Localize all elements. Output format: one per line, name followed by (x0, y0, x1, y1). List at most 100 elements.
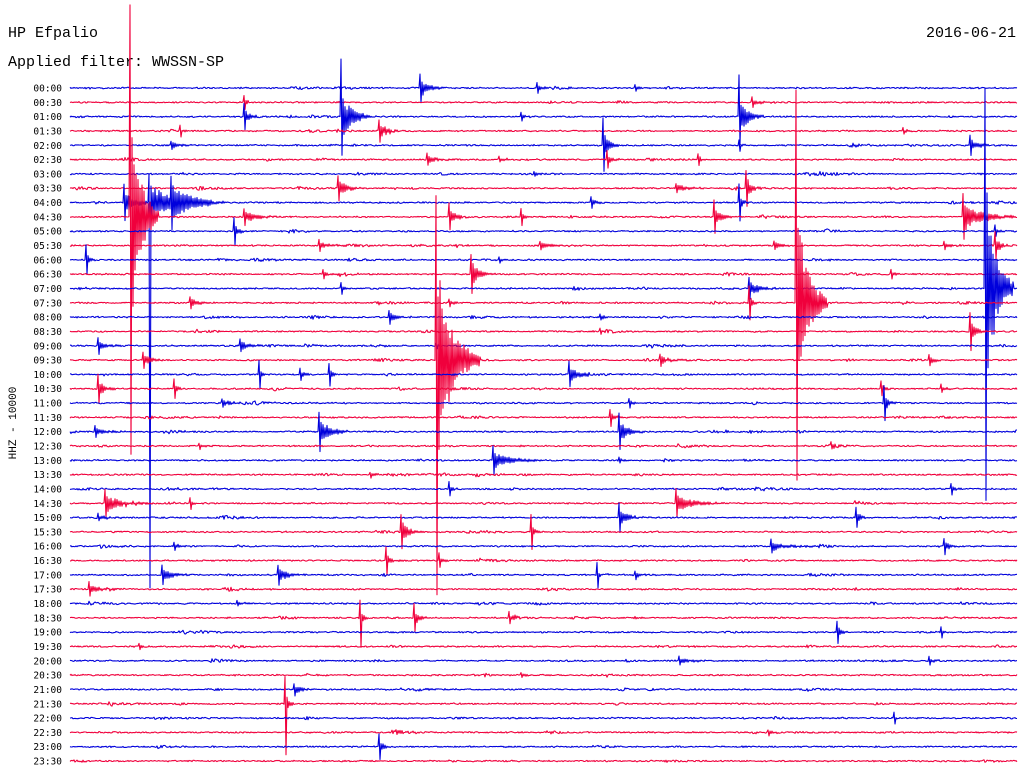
row-label-10-00: 10:00 (33, 370, 62, 381)
row-label-04-00: 04:00 (33, 198, 62, 209)
trace-10-00 (69, 360, 1018, 390)
trace-17-30 (69, 581, 1018, 597)
row-label-16-00: 16:00 (33, 542, 62, 553)
row-label-21-30: 21:30 (33, 699, 62, 710)
trace-04-30 (70, 4, 1018, 455)
row-label-14-30: 14:30 (33, 499, 62, 510)
trace-12-30 (69, 441, 1018, 451)
row-label-00-30: 00:30 (33, 98, 62, 109)
trace-19-30 (69, 642, 1018, 651)
trace-23-30 (69, 759, 1018, 763)
row-label-19-30: 19:30 (33, 642, 62, 653)
row-label-10-30: 10:30 (33, 384, 62, 395)
trace-13-00 (69, 445, 1018, 476)
trace-22-00 (69, 711, 1018, 725)
trace-21-00 (70, 683, 1018, 697)
row-label-06-30: 06:30 (33, 270, 62, 281)
trace-16-00 (69, 538, 1018, 556)
station-title: HP Efpalio (8, 25, 98, 42)
trace-09-00 (69, 337, 1018, 355)
row-label-23-30: 23:30 (33, 757, 62, 768)
row-label-01-30: 01:30 (33, 127, 62, 138)
row-labels: 00:00 00:30 01:00 01:30 02:00 02:30 03:00 03:30… (33, 84, 62, 768)
row-label-13-30: 13:30 (33, 470, 62, 481)
trace-21-30 (69, 675, 1018, 756)
trace-12-00 (69, 411, 1017, 453)
filter-label: Applied filter: WWSSN-SP (8, 54, 224, 71)
row-label-23-00: 23:00 (33, 742, 62, 753)
row-label-11-30: 11:30 (33, 413, 62, 424)
trace-10-30 (69, 373, 1018, 405)
trace-07-00 (69, 87, 1018, 501)
row-label-15-00: 15:00 (33, 513, 62, 524)
row-label-08-00: 08:00 (33, 313, 62, 324)
row-label-21-00: 21:00 (33, 685, 62, 696)
row-label-12-00: 12:00 (33, 427, 62, 438)
trace-09-30 (69, 195, 1018, 596)
row-label-07-30: 07:30 (33, 298, 62, 309)
row-label-13-00: 13:00 (33, 456, 62, 467)
trace-22-30 (69, 729, 1018, 737)
channel-label: HHZ - 10000 (8, 387, 20, 460)
row-label-08-30: 08:30 (33, 327, 62, 338)
row-label-05-00: 05:00 (33, 227, 62, 238)
seismic-traces (69, 4, 1018, 763)
row-label-14-00: 14:00 (33, 485, 62, 496)
row-label-09-30: 09:30 (33, 356, 62, 367)
date-label: 2016-06-21 (926, 25, 1016, 42)
trace-04-00 (69, 173, 1018, 589)
trace-14-00 (69, 480, 1018, 497)
trace-00-00 (69, 73, 1018, 104)
row-label-04-30: 04:30 (33, 212, 62, 223)
row-label-02-30: 02:30 (33, 155, 62, 166)
trace-14-30 (69, 487, 1018, 518)
row-label-22-00: 22:00 (33, 714, 62, 725)
trace-01-30 (69, 119, 1017, 143)
trace-06-00 (69, 244, 1018, 275)
trace-00-30 (69, 94, 1018, 110)
row-label-18-00: 18:00 (33, 599, 62, 610)
trace-20-00 (69, 655, 1017, 666)
trace-18-00 (69, 599, 1018, 607)
row-label-20-00: 20:00 (33, 656, 62, 667)
row-label-03-30: 03:30 (33, 184, 62, 195)
trace-11-00 (69, 385, 1018, 422)
trace-16-30 (70, 546, 1018, 576)
trace-01-00 (69, 58, 1018, 156)
trace-17-00 (69, 561, 1018, 589)
row-label-03-00: 03:00 (33, 169, 62, 180)
row-label-01-00: 01:00 (33, 112, 62, 123)
trace-15-00 (69, 502, 1017, 533)
row-label-05-30: 05:30 (33, 241, 62, 252)
trace-11-30 (69, 408, 1018, 428)
row-label-07-00: 07:00 (33, 284, 62, 295)
trace-08-00 (69, 309, 1018, 325)
row-label-17-00: 17:00 (33, 570, 62, 581)
row-label-15-30: 15:30 (33, 527, 62, 538)
trace-07-30 (69, 89, 1018, 481)
trace-03-00 (69, 170, 1018, 177)
row-label-16-30: 16:30 (33, 556, 62, 567)
trace-05-00 (69, 217, 1018, 246)
row-label-00-00: 00:00 (33, 84, 62, 95)
trace-02-00 (69, 117, 1018, 172)
trace-18-30 (69, 599, 1018, 648)
row-label-12-30: 12:30 (33, 442, 62, 453)
row-label-20-30: 20:30 (33, 671, 62, 682)
trace-23-00 (69, 733, 1018, 761)
trace-02-30 (69, 149, 1018, 169)
trace-19-00 (69, 620, 1018, 645)
trace-06-30 (69, 254, 1018, 295)
row-label-06-00: 06:00 (33, 255, 62, 266)
row-label-17-30: 17:30 (33, 585, 62, 596)
trace-03-30 (69, 170, 1017, 207)
row-label-18-30: 18:30 (33, 613, 62, 624)
trace-15-30 (69, 514, 1018, 551)
row-label-22-30: 22:30 (33, 728, 62, 739)
row-label-02-00: 02:00 (33, 141, 62, 152)
trace-20-30 (69, 672, 1018, 679)
trace-13-30 (69, 471, 1018, 479)
row-label-11-00: 11:00 (33, 399, 62, 410)
